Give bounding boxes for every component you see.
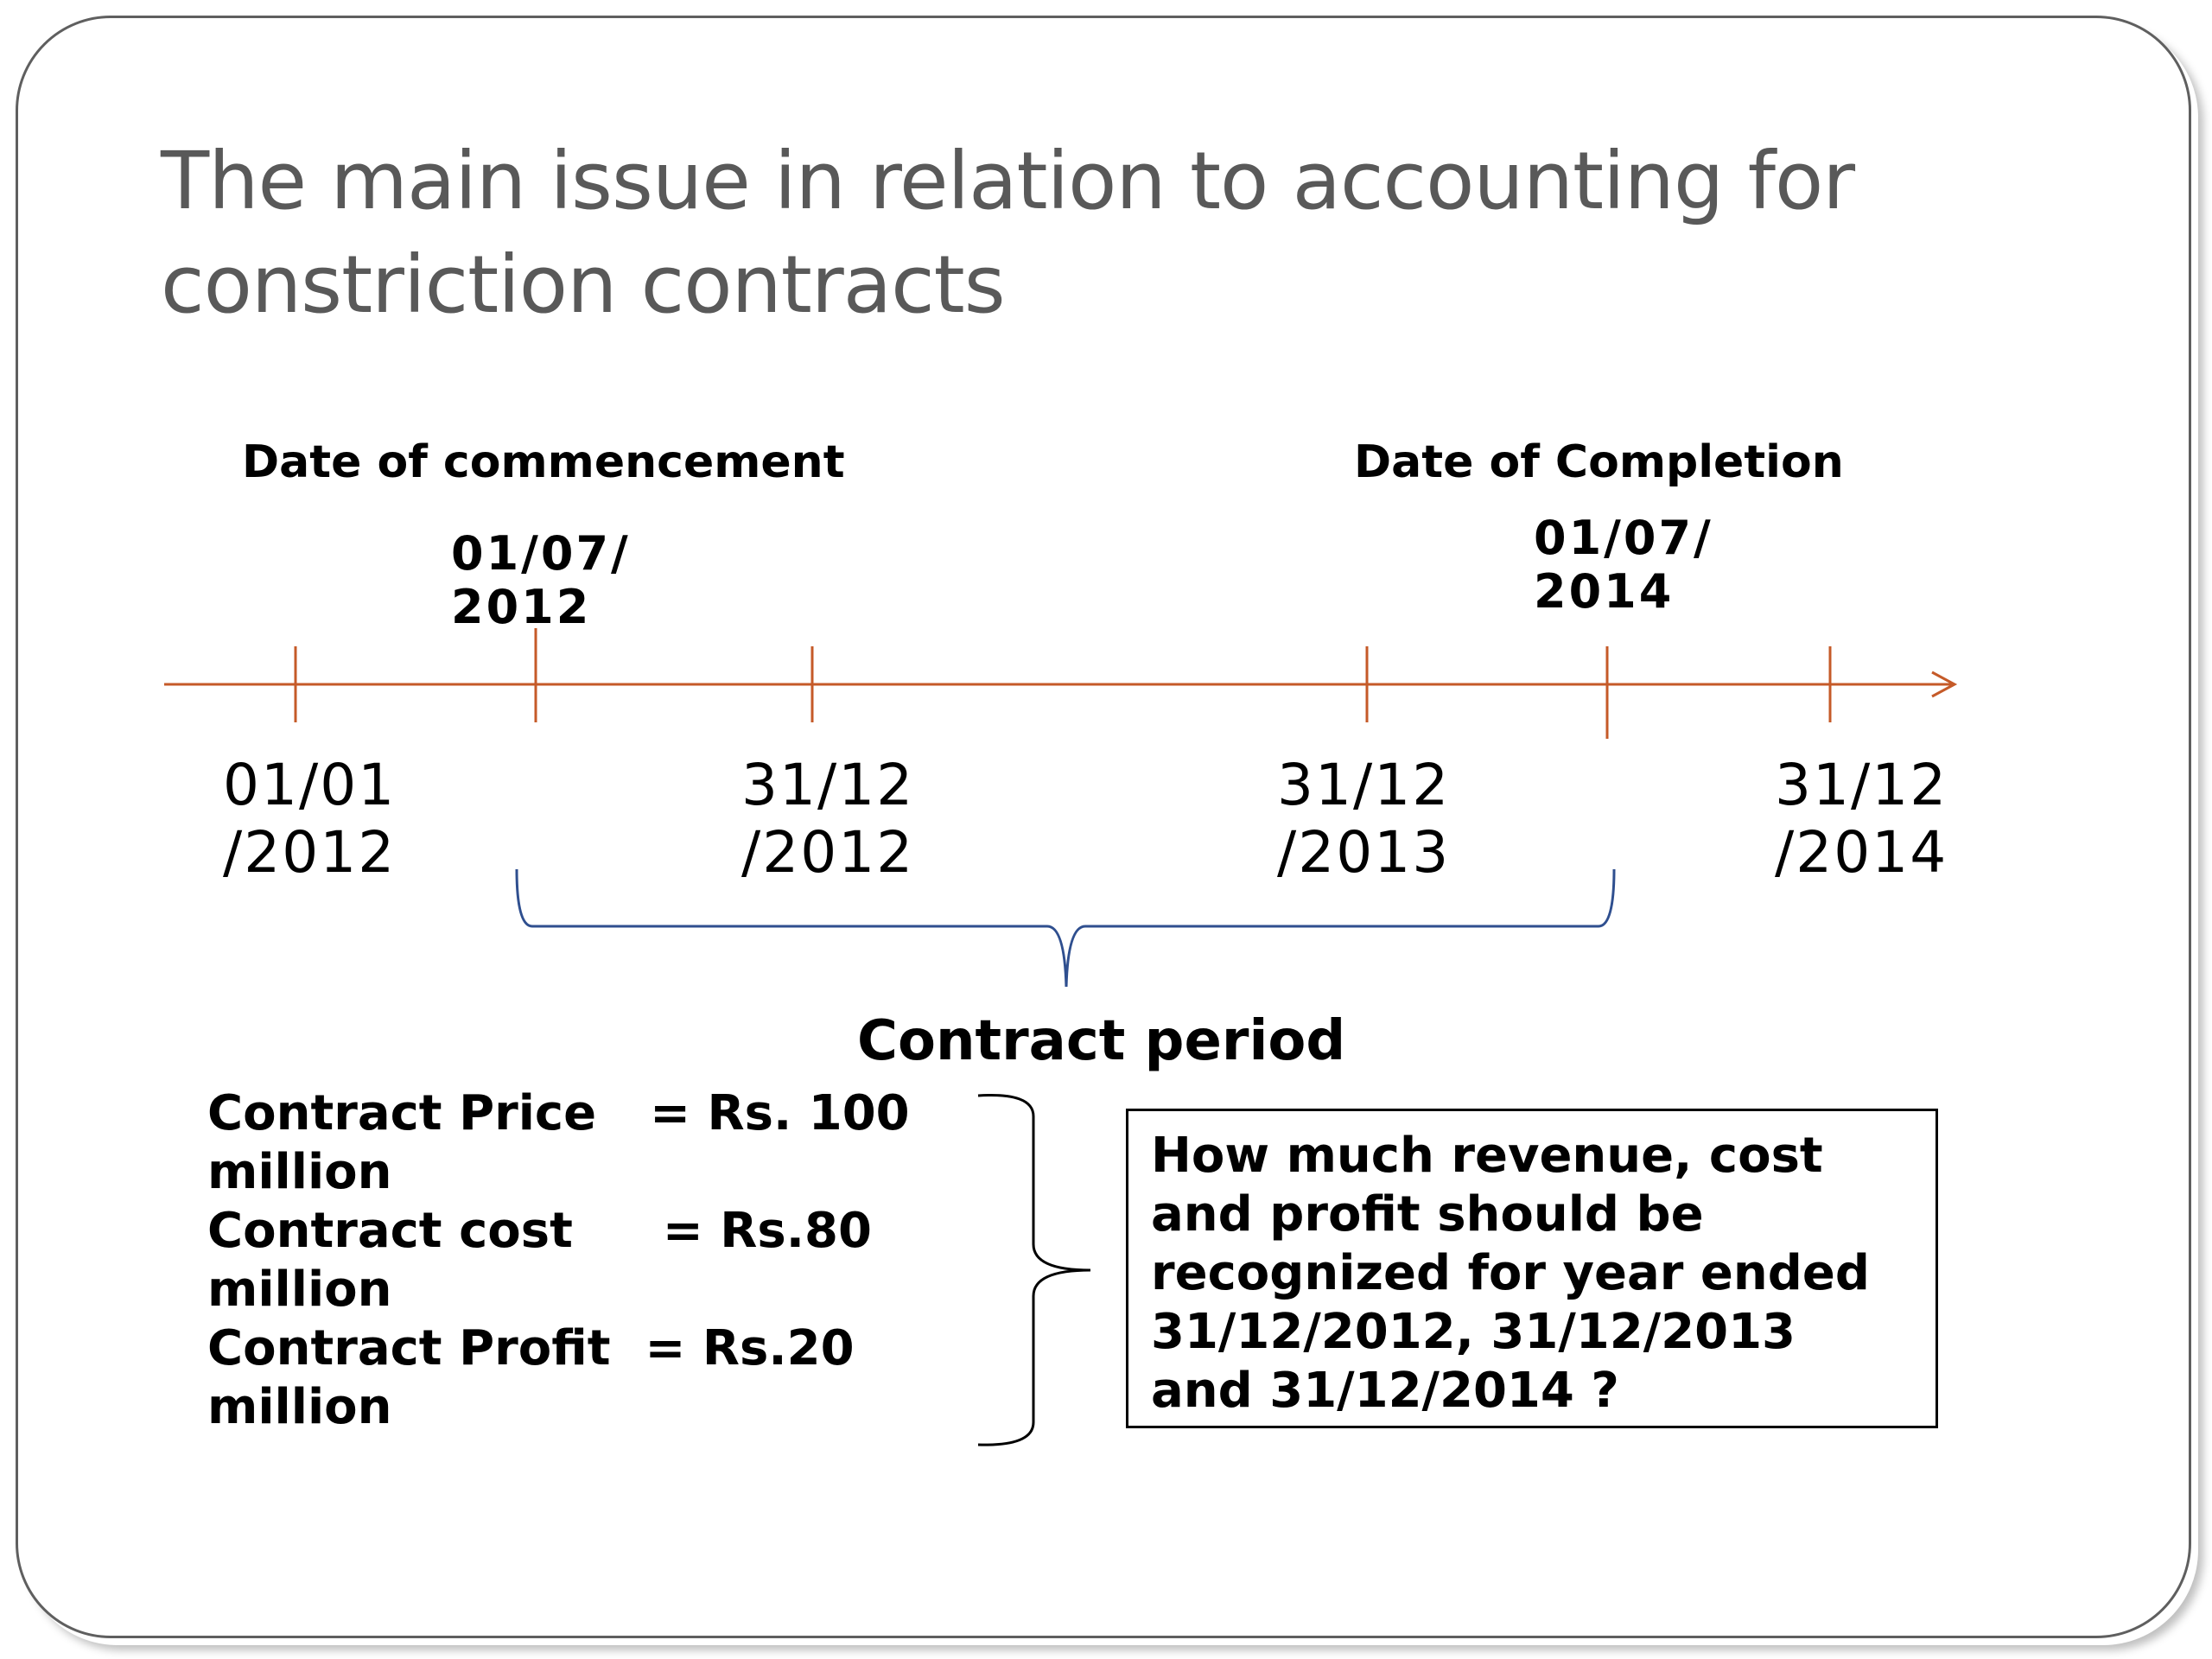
contract-price-value: = Rs. 100 <box>650 1085 910 1141</box>
timeline-arrowhead <box>1931 671 1958 698</box>
question-box: How much revenue, cost and profit should… <box>1126 1109 1938 1428</box>
tick-label-line-2: /2013 <box>1277 819 1451 886</box>
facts-brace <box>977 1094 1091 1446</box>
question-line-4: 31/12/2012, 31/12/2013 <box>1151 1304 1796 1360</box>
contract-cost-value: = Rs.80 <box>662 1203 872 1259</box>
tick-label-line-1: 31/12 <box>1277 752 1451 818</box>
contract-price-row: Contract Price = Rs. 100 <box>207 1084 910 1143</box>
commencement-label: Date of commencement <box>242 436 845 488</box>
contract-profit-value: = Rs.20 <box>645 1320 855 1376</box>
commencement-date-line-2: 2012 <box>451 580 592 634</box>
title-line-1: The main issue in relation to accounting… <box>161 135 1855 227</box>
contract-cost-label: Contract cost <box>207 1203 573 1259</box>
completion-date-line-2: 2014 <box>1534 564 1675 619</box>
tick-label-31-12-2012: 31/12 /2012 <box>741 752 914 887</box>
tick-label-31-12-2013: 31/12 /2013 <box>1277 752 1450 887</box>
contract-cost-row: Contract cost = Rs.80 <box>207 1202 910 1261</box>
contract-profit-unit: million <box>207 1379 392 1435</box>
question-line-1: How much revenue, cost <box>1151 1128 1823 1184</box>
title-line-2: constriction contracts <box>161 238 1006 331</box>
contract-price-unit: million <box>207 1144 392 1200</box>
contract-price-label: Contract Price <box>207 1085 597 1141</box>
question-line-3: recognized for year ended <box>1151 1245 1870 1301</box>
slide-title: The main issue in relation to accounting… <box>161 130 2062 337</box>
commencement-date-line-1: 01/07/ <box>451 526 631 581</box>
completion-date: 01/07/ 2014 <box>1534 512 1713 619</box>
contract-profit-label: Contract Profit <box>207 1320 611 1376</box>
question-line-2: and profit should be <box>1151 1186 1704 1243</box>
tick-label-31-12-2014: 31/12 /2014 <box>1775 752 1948 887</box>
tick-label-line-1: 31/12 <box>741 752 915 818</box>
tick-label-line-2: /2014 <box>1775 819 1948 886</box>
completion-date-line-1: 01/07/ <box>1534 511 1713 565</box>
contract-profit-row: Contract Profit = Rs.20 <box>207 1319 910 1378</box>
question-line-5: and 31/12/2014 ? <box>1151 1363 1619 1419</box>
tick-label-01-01-2012: 01/01 /2012 <box>223 752 396 887</box>
tick-label-line-1: 01/01 <box>223 752 397 818</box>
contract-cost-unit: million <box>207 1262 392 1318</box>
contract-period-bracket <box>515 868 1616 988</box>
tick-label-line-1: 31/12 <box>1775 752 1948 818</box>
tick-label-line-2: /2012 <box>223 819 397 886</box>
completion-label: Date of Completion <box>1354 436 1844 488</box>
tick-label-line-2: /2012 <box>741 819 915 886</box>
contract-period-label: Contract period <box>857 1009 1346 1073</box>
contract-facts: Contract Price = Rs. 100 million Contract… <box>207 1084 910 1437</box>
slide-frame <box>16 16 2191 1638</box>
commencement-date: 01/07/ 2012 <box>451 527 631 634</box>
